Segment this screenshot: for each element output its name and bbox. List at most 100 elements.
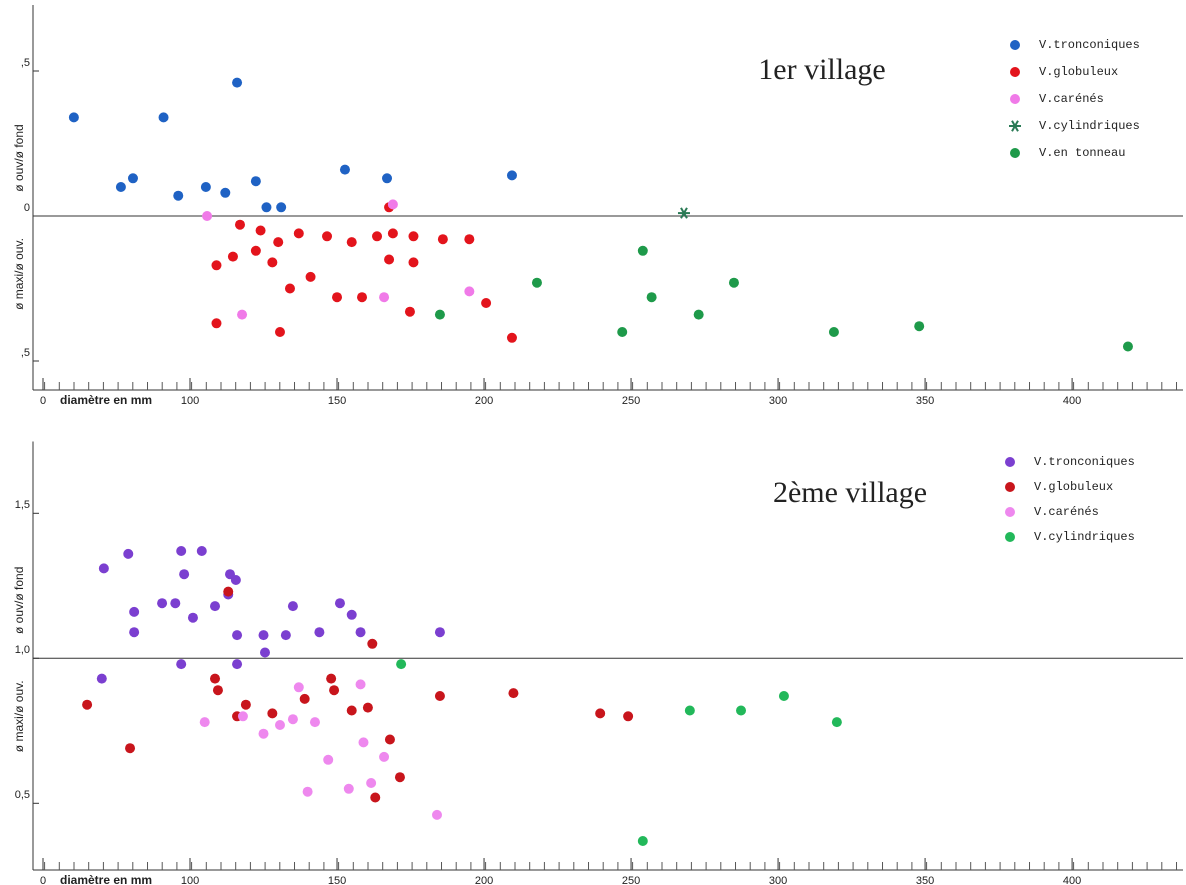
point: [259, 630, 269, 640]
point: [256, 226, 266, 236]
point: [179, 569, 189, 579]
y-tick-label: 0: [24, 202, 30, 214]
legend-label: V.cylindriques: [1039, 119, 1140, 133]
annotation: 2ème village: [773, 476, 927, 509]
point: [385, 735, 395, 745]
point: [276, 202, 286, 212]
legend-marker: [1005, 507, 1015, 517]
x-tick-label: 400: [1063, 875, 1081, 885]
x-axis-label: diamètre en mm: [60, 873, 152, 885]
y-axis-label-lower: ø maxi/ø ouv.: [12, 680, 26, 752]
point: [310, 717, 320, 727]
point: [408, 257, 418, 267]
point: [408, 231, 418, 241]
point: [69, 112, 79, 122]
point: [176, 659, 186, 669]
point: [323, 755, 333, 765]
legend-label: V.cylindriques: [1034, 530, 1135, 544]
y-axis-label-upper: ø ouv/ø fond: [12, 567, 26, 634]
point: [223, 587, 233, 597]
point: [200, 717, 210, 727]
point: [235, 220, 245, 230]
point: [729, 278, 739, 288]
point: [356, 627, 366, 637]
y-tick-label: 0,5: [15, 789, 30, 801]
x-minor-ticks: [33, 382, 1183, 390]
point: [123, 549, 133, 559]
x-tick-label: 350: [916, 875, 934, 885]
figure: 0100150200250300350400diamètre en mm,50,…: [0, 0, 1186, 885]
point: [435, 627, 445, 637]
point: [238, 711, 248, 721]
point: [357, 292, 367, 302]
point: [384, 255, 394, 265]
point: [210, 674, 220, 684]
x-minor-ticks: [33, 862, 1183, 870]
point: [202, 211, 212, 221]
point: [347, 610, 357, 620]
x-axis-label: diamètre en mm: [60, 393, 152, 407]
point: [694, 310, 704, 320]
legend-marker: [1010, 67, 1020, 77]
legend-label: V.carénés: [1039, 92, 1104, 106]
point: [366, 778, 376, 788]
point: [647, 292, 657, 302]
point: [197, 546, 207, 556]
point: [288, 601, 298, 611]
point: [358, 737, 368, 747]
point: [259, 729, 269, 739]
point: [344, 784, 354, 794]
x-tick-label: 0: [40, 395, 46, 407]
point: [129, 627, 139, 637]
x-tick-label: 400: [1063, 395, 1081, 407]
point: [356, 679, 366, 689]
x-tick-label: 150: [328, 875, 346, 885]
x-tick-label: 300: [769, 875, 787, 885]
point: [82, 700, 92, 710]
point: [736, 706, 746, 716]
x-tick-label: 350: [916, 395, 934, 407]
point: [201, 182, 211, 192]
legend-marker: [1010, 148, 1020, 158]
legend-marker: [1009, 121, 1021, 131]
point: [281, 630, 291, 640]
point: [322, 231, 332, 241]
point: [275, 720, 285, 730]
legend-label: V.en tonneau: [1039, 146, 1125, 160]
point: [211, 318, 221, 328]
annotation: 1er village: [758, 53, 885, 86]
x-tick-label: 200: [475, 395, 493, 407]
point: [232, 659, 242, 669]
point: [405, 307, 415, 317]
legend-label: V.carénés: [1034, 505, 1099, 519]
point: [241, 700, 251, 710]
point: [260, 648, 270, 658]
point: [396, 659, 406, 669]
point: [128, 173, 138, 183]
point: [294, 228, 304, 238]
point: [638, 246, 648, 256]
point: [237, 310, 247, 320]
point: [300, 694, 310, 704]
point: [314, 627, 324, 637]
legend-label: V.globuleux: [1039, 65, 1118, 79]
x-tick-label: 250: [622, 875, 640, 885]
legend-label: V.tronconiques: [1039, 38, 1140, 52]
point: [367, 639, 377, 649]
point: [97, 674, 107, 684]
point: [306, 272, 316, 282]
point: [432, 810, 442, 820]
legend-marker: [1010, 40, 1020, 50]
point: [678, 208, 690, 218]
point: [288, 714, 298, 724]
point: [832, 717, 842, 727]
point: [170, 598, 180, 608]
point: [532, 278, 542, 288]
point: [382, 173, 392, 183]
point: [507, 333, 517, 343]
point: [372, 231, 382, 241]
point: [157, 598, 167, 608]
point: [370, 793, 380, 803]
point: [99, 563, 109, 573]
